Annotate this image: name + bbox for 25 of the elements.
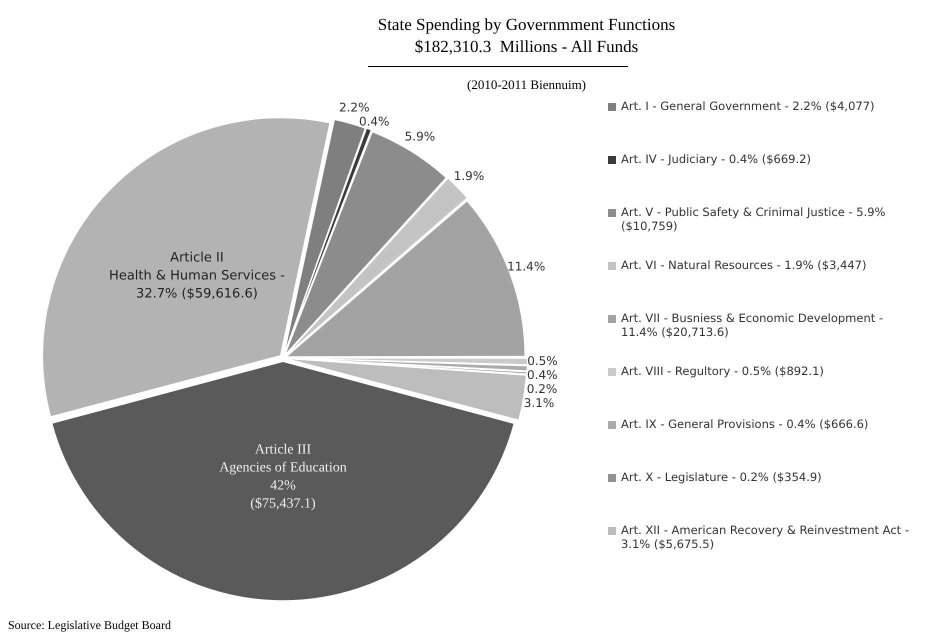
chart-title: State Spending by Governmment Functions $182,310.3 Millions - All Funds	[376, 14, 676, 58]
legend-label: Art. VIII - Regultory - 0.5% ($892.1)	[621, 364, 824, 378]
legend-label: Art. IX - General Provisions - 0.4% ($666.6)	[621, 417, 868, 431]
data-label: 2.2%	[338, 100, 370, 115]
data-label: 11.4%	[507, 259, 546, 274]
data-label: 32.7% ($59,616.6)	[136, 286, 258, 302]
chart-subtitle: (2010-2011 Biennuim)	[466, 77, 588, 93]
data-label: 0.5%	[527, 354, 558, 368]
legend-label: Art. V - Public Safety & Crinimal Justice - 5.9% ($10,759)	[621, 205, 886, 233]
slice-label: Article II Health & Human Services -	[109, 250, 286, 284]
data-label: 42% ($75,437.1)	[250, 478, 316, 512]
legend-label: Art. X - Legislature - 0.2% ($354.9)	[621, 470, 822, 484]
legend-label: Art. VI - Natural Resources - 1.9% ($3,447)	[621, 258, 866, 272]
data-label: 0.4%	[527, 368, 558, 382]
data-label: 5.9%	[404, 130, 436, 144]
data-label: 1.9%	[454, 169, 484, 184]
legend-label: Art. I - General Government - 2.2% ($4,077)	[621, 99, 875, 113]
legend-label: Art. VII - Busniess & Economic Development - 11.4% ($20,713.6)	[621, 311, 884, 339]
legend-label: Art. IV - Judiciary - 0.4% ($669.2)	[621, 152, 811, 166]
data-label: 0.4%	[358, 114, 390, 129]
data-label: 3.1%	[524, 396, 554, 410]
legend-label: Art. XII - American Recovery & Reinvestment Act - 3.1% ($5,675.5)	[621, 523, 910, 551]
data-label: 0.2%	[526, 382, 558, 396]
slice-label: Article III Agencies of Education	[219, 442, 347, 476]
source-note: Source: Legislative Budget Board	[8, 618, 171, 633]
